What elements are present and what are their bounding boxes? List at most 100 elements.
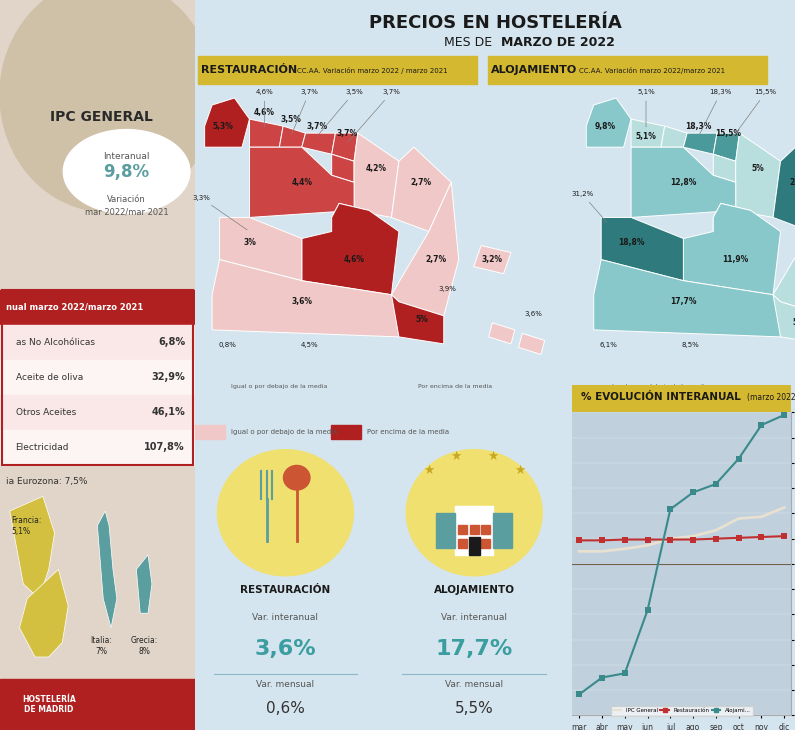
Text: 4,6%: 4,6%	[255, 90, 273, 127]
Polygon shape	[302, 204, 399, 295]
Text: 5,1%: 5,1%	[635, 132, 657, 141]
Polygon shape	[97, 511, 117, 628]
Text: ★: ★	[514, 464, 525, 477]
Bar	[481, 539, 490, 548]
Bar	[470, 526, 479, 534]
Text: 31,2%: 31,2%	[572, 191, 607, 223]
Text: ia Eurozona: 7,5%: ia Eurozona: 7,5%	[6, 477, 87, 485]
Bar	[391, 379, 414, 393]
Text: 18,8%: 18,8%	[618, 237, 644, 247]
Polygon shape	[713, 154, 735, 182]
Text: Igual o por debajo de la media: Igual o por debajo de la media	[612, 383, 709, 388]
Circle shape	[82, 0, 152, 153]
Text: 3%: 3%	[243, 237, 256, 247]
Text: 5%: 5%	[752, 164, 765, 173]
Text: 3,7%: 3,7%	[348, 90, 401, 142]
Text: 18,3%: 18,3%	[685, 122, 712, 131]
Text: 3,7%: 3,7%	[336, 128, 357, 138]
Text: 3,2%: 3,2%	[482, 255, 503, 264]
Text: 5%: 5%	[415, 315, 428, 324]
Polygon shape	[332, 154, 354, 182]
Text: Italia:
7%: Italia: 7%	[91, 636, 112, 656]
Bar	[459, 539, 467, 548]
Bar	[459, 526, 467, 534]
Polygon shape	[391, 182, 459, 316]
Text: 24,7%: 24,7%	[789, 178, 795, 187]
Text: 5,3%: 5,3%	[213, 122, 234, 131]
Text: PRECIOS EN HOSTELERÍA: PRECIOS EN HOSTELERÍA	[369, 15, 621, 32]
Text: 5,4%: 5,4%	[793, 318, 795, 327]
Text: IPC GENERAL: IPC GENERAL	[50, 110, 153, 124]
Polygon shape	[601, 218, 684, 280]
Text: ALOJAMIENTO: ALOJAMIENTO	[434, 585, 514, 595]
Text: Otros Aceites: Otros Aceites	[16, 408, 76, 417]
Polygon shape	[489, 323, 515, 344]
Polygon shape	[631, 119, 665, 147]
Text: 18,3%: 18,3%	[700, 90, 732, 134]
Text: 32,9%: 32,9%	[151, 372, 185, 383]
Text: 4,4%: 4,4%	[291, 178, 312, 187]
Text: MES DE: MES DE	[444, 36, 492, 49]
Text: Igual o por debajo de la media: Igual o por debajo de la media	[231, 429, 337, 435]
Bar	[456, 506, 493, 555]
Polygon shape	[212, 260, 406, 337]
Text: 3,6%: 3,6%	[291, 297, 312, 307]
Ellipse shape	[64, 129, 190, 214]
Polygon shape	[332, 204, 369, 239]
Text: 107,8%: 107,8%	[145, 442, 185, 453]
Text: 5,5%: 5,5%	[455, 702, 494, 716]
Polygon shape	[713, 133, 739, 161]
Polygon shape	[204, 98, 250, 147]
Circle shape	[284, 466, 310, 490]
Text: CC.AA. Variación marzo 2022/marzo 2021: CC.AA. Variación marzo 2022/marzo 2021	[579, 66, 725, 74]
Text: 0,6%: 0,6%	[266, 702, 304, 716]
Text: Var. mensual: Var. mensual	[256, 680, 315, 689]
Text: Igual o por debajo de la media: Igual o por debajo de la media	[231, 383, 328, 388]
Text: Var. interanual: Var. interanual	[252, 613, 319, 623]
Text: RESTAURACIÓN: RESTAURACIÓN	[201, 65, 297, 75]
Text: 15,5%: 15,5%	[730, 90, 777, 142]
Polygon shape	[137, 555, 152, 613]
Text: 4,2%: 4,2%	[366, 164, 387, 173]
Text: ALOJAMIENTO: ALOJAMIENTO	[491, 65, 577, 75]
Bar	[331, 425, 361, 439]
Bar	[0, 430, 195, 465]
Bar	[493, 512, 512, 548]
Polygon shape	[773, 147, 795, 231]
Circle shape	[406, 450, 542, 576]
Bar	[773, 379, 795, 393]
Text: 6,1%: 6,1%	[599, 342, 618, 348]
Text: 4,6%: 4,6%	[343, 255, 365, 264]
Polygon shape	[391, 295, 444, 344]
Polygon shape	[773, 295, 795, 344]
Text: 3,3%: 3,3%	[192, 195, 247, 230]
Text: (marzo 2022: (marzo 2022	[747, 393, 795, 402]
Bar	[470, 539, 479, 548]
Text: 46,1%: 46,1%	[151, 407, 185, 418]
Text: nual marzo 2022/marzo 2021: nual marzo 2022/marzo 2021	[6, 303, 143, 312]
Bar	[204, 379, 227, 393]
Text: 11,9%: 11,9%	[723, 255, 749, 264]
Text: 12,8%: 12,8%	[670, 178, 696, 187]
Text: 8,5%: 8,5%	[682, 342, 700, 348]
Polygon shape	[735, 133, 781, 218]
Text: 3,5%: 3,5%	[280, 115, 301, 123]
Text: 17,7%: 17,7%	[436, 639, 513, 659]
Text: Aceite de oliva: Aceite de oliva	[16, 373, 83, 382]
Text: 3,5%: 3,5%	[319, 90, 363, 134]
Ellipse shape	[0, 0, 215, 212]
Polygon shape	[713, 204, 750, 239]
Bar	[481, 526, 490, 534]
Text: 17,7%: 17,7%	[670, 297, 696, 307]
Text: Variación
mar 2022/mar 2021: Variación mar 2022/mar 2021	[85, 196, 169, 216]
Text: 0,8%: 0,8%	[218, 342, 236, 348]
Text: 4,6%: 4,6%	[254, 107, 275, 117]
Text: as No Alcohólicas: as No Alcohólicas	[16, 338, 95, 347]
Polygon shape	[332, 133, 358, 161]
Text: 3,7%: 3,7%	[292, 90, 318, 134]
Text: 3,6%: 3,6%	[525, 311, 542, 317]
Text: Por encima de la media: Por encima de la media	[417, 383, 492, 388]
Bar	[436, 512, 456, 548]
Polygon shape	[354, 133, 399, 218]
Polygon shape	[684, 204, 781, 295]
